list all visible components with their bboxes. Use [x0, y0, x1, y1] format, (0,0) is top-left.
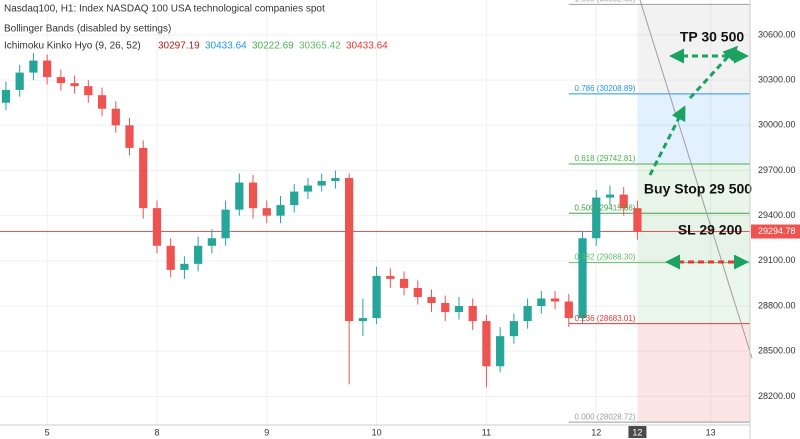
last-price-tag	[751, 224, 800, 239]
chart-title: Nasdaq100, H1: Index NASDAQ 100 USA tech…	[4, 4, 325, 15]
candle-body	[276, 205, 285, 216]
candle-body	[290, 191, 299, 206]
candle-body	[399, 278, 409, 288]
candle-body	[633, 208, 642, 232]
candle-body	[29, 60, 38, 73]
fib-label: 1.000 (30802.60)	[575, 0, 636, 4]
x-tick-label: 8	[154, 427, 159, 437]
fib-zone	[637, 323, 750, 423]
candle-body	[84, 86, 93, 96]
candle-body	[427, 296, 436, 304]
fib-label: 0.618 (29742.81)	[575, 154, 636, 163]
x-tick-label: 10	[372, 427, 382, 437]
candle-body	[441, 303, 450, 313]
x-tick-highlight	[628, 426, 647, 438]
candle-body	[97, 95, 107, 109]
fib-label: 0.236 (28683.01)	[575, 314, 636, 323]
indicator-value: 30433.64	[205, 41, 247, 52]
candle-body	[523, 306, 532, 322]
y-tick-label: 28800.00	[758, 300, 796, 310]
candle-body	[166, 245, 175, 270]
y-tick-label: 29700.00	[758, 165, 796, 175]
candle-body	[345, 178, 354, 322]
buy-arrow	[648, 105, 686, 176]
candle-body	[482, 321, 491, 367]
y-tick-label: 30000.00	[758, 120, 796, 130]
candle-body	[413, 287, 422, 297]
candle-body	[564, 301, 573, 319]
annotation: TP 30 500	[680, 29, 745, 45]
candle-body	[43, 60, 52, 78]
candle-body	[303, 185, 313, 192]
x-tick-label: 9	[264, 427, 269, 437]
fib-zone	[637, 213, 750, 263]
last-price-label: 29294.78	[758, 226, 796, 236]
candle-body	[537, 298, 546, 307]
candle-body	[578, 238, 587, 319]
x-tick-label: 12	[632, 427, 642, 437]
x-tick-label: 11	[482, 427, 491, 437]
candle-body	[152, 208, 162, 246]
candle-body	[331, 178, 340, 182]
candle-body	[386, 275, 395, 279]
x-tick-label: 13	[706, 427, 716, 437]
candle-body	[468, 306, 477, 322]
candle-body	[550, 298, 560, 302]
fib-label: 0.382 (29088.30)	[575, 253, 636, 262]
y-tick-label: 30600.00	[758, 29, 796, 39]
candle-body	[592, 197, 601, 239]
buy-arrow	[688, 45, 739, 100]
annotation: SL 29 200	[678, 222, 743, 238]
annotation: Buy Stop 29 500	[644, 181, 752, 197]
candle-body	[139, 147, 148, 209]
candle-body	[180, 263, 189, 270]
indicator-value: 30297.19	[158, 41, 200, 52]
x-tick-label: 12	[591, 427, 601, 437]
fib-label: 0.000 (28028.72)	[575, 412, 636, 421]
indicator-value: 30433.64	[346, 41, 388, 52]
trend-line	[639, 0, 753, 359]
indicator-value: 30222.69	[252, 41, 294, 52]
candle-body	[207, 238, 216, 246]
candle-body	[605, 194, 615, 198]
candle-body	[125, 125, 134, 148]
y-tick-label: 30300.00	[758, 74, 796, 84]
candle-body	[235, 182, 244, 210]
fib-label: 0.500 (29415.66)	[575, 203, 636, 212]
candle-body	[509, 321, 518, 337]
indicator-label: Ichimoku Kinko Hyo (9, 26, 52)	[4, 41, 141, 52]
indicator-value: 30365.42	[299, 41, 341, 52]
candle-body	[111, 108, 120, 126]
candle-body	[317, 181, 326, 186]
candle-body	[1, 89, 11, 103]
candle-body	[248, 182, 258, 209]
candle-body	[372, 275, 381, 319]
y-tick-label: 29400.00	[758, 210, 796, 220]
main-layer	[0, 53, 750, 388]
fib-label: 0.786 (30208.89)	[575, 84, 636, 93]
candle-body	[358, 318, 367, 322]
y-tick-label: 28200.00	[758, 391, 796, 401]
fib-zone	[637, 93, 750, 165]
candle-body	[70, 83, 79, 87]
candle-body	[619, 194, 628, 209]
candle-body	[262, 208, 271, 216]
candle-body	[56, 77, 65, 84]
fib-zone	[637, 262, 750, 324]
candle-body	[221, 209, 230, 239]
y-tick-label: 29100.00	[758, 255, 796, 265]
candle-body	[496, 336, 505, 367]
candle-body	[454, 306, 464, 313]
y-tick-label: 28500.00	[758, 346, 796, 356]
candle-body	[194, 245, 203, 264]
indicator-label: Bollinger Bands (disabled by settings)	[4, 24, 171, 35]
candle-body	[15, 72, 24, 90]
x-tick-label: 5	[45, 427, 50, 437]
